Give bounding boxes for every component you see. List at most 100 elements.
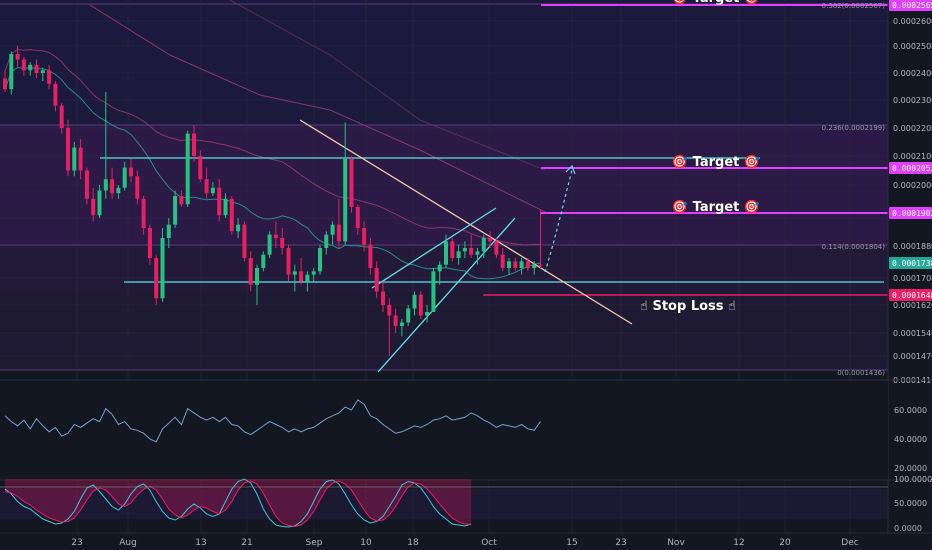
candle-body-65 (412, 294, 417, 309)
ma-300-line (229, 0, 546, 171)
candle-body-2 (15, 54, 20, 60)
ma-long-line (4, 49, 541, 246)
price-tag-bg-1 (889, 162, 932, 174)
candle-body-73 (462, 248, 467, 252)
rising-wedge-upper (371, 207, 497, 289)
price-tick-3: 0.0002300 (893, 96, 932, 105)
rsi-tick-0: 60.0000 (894, 406, 927, 415)
price-tick-6: 0.0002000 (893, 181, 932, 190)
candle-body-64 (406, 308, 411, 323)
candle-body-4 (28, 64, 33, 71)
candle-body-18 (116, 187, 121, 194)
candle-body-26 (166, 224, 171, 238)
candle-body-52 (330, 224, 335, 235)
candle-body-61 (387, 305, 392, 316)
candle-body-20 (129, 167, 133, 177)
candle-body-82 (519, 261, 524, 268)
fib-label-0382: 0.382(0.0002567) (822, 2, 886, 10)
candle-body-29 (185, 133, 190, 205)
trendlines (299, 119, 633, 373)
projection-arrowhead (565, 164, 576, 175)
ma-200-line (89, 4, 546, 213)
candle-body-12 (78, 147, 83, 171)
stoch-rsi-pane: 100.0000 50.0000 0.0000 (0, 475, 932, 533)
price-tick-5: 0.0002100 (893, 152, 932, 161)
date-tick-10: Nov (667, 538, 685, 548)
candle-body-16 (103, 179, 108, 191)
candle-body-45 (286, 248, 291, 275)
candle-body-51 (324, 234, 329, 248)
candle-body-54 (343, 158, 348, 242)
candle-body-38 (242, 224, 247, 258)
candle-body-78 (494, 241, 499, 255)
candle-body-58 (368, 244, 373, 268)
candle-body-19 (122, 167, 127, 188)
date-tick-13: Dec (841, 538, 858, 548)
date-axis[interactable]: 23 Aug 13 21 Sep 10 18 Oct 15 23 Nov 12 20 Dec (0, 532, 932, 550)
candle-body-57 (362, 228, 367, 245)
candle-body-48 (305, 274, 310, 282)
candle-body-68 (431, 271, 436, 312)
candle-body-34 (217, 187, 222, 216)
date-tick-4: Sep (306, 538, 323, 548)
stoch-d-line (4, 480, 472, 528)
candle-body-67 (425, 312, 430, 316)
candle-body-72 (456, 251, 461, 258)
candle-body-13 (84, 170, 89, 199)
candle-body-1 (9, 54, 14, 90)
candle-body-7 (47, 70, 52, 84)
target-label-2: 🎯 Target 🎯 (672, 154, 760, 170)
candle-body-70 (444, 241, 448, 265)
price-tag-bg-4 (889, 289, 932, 301)
candle-body-22 (141, 198, 146, 228)
fib-label-0236: 0.236(0.0002199) (822, 124, 886, 132)
rsi-pane: 60.0000 40.0000 20.0000 (0, 379, 932, 480)
rising-wedge-lower (377, 217, 516, 373)
candle-body-53 (336, 224, 341, 242)
candle-body-71 (450, 241, 455, 258)
candle-body-56 (355, 207, 360, 228)
candle-body-17 (110, 179, 115, 194)
candle-body-50 (318, 248, 322, 272)
price-tick-11: 0.0001470 (893, 352, 932, 361)
price-tick-0: 0.0002600 (893, 17, 932, 26)
candle-body-47 (299, 271, 304, 282)
date-tick-0: 23 (71, 538, 82, 548)
candle-body-6 (40, 70, 45, 73)
rsi-line (4, 399, 541, 443)
date-tick-9: 23 (615, 538, 626, 548)
rsi-tick-1: 40.0000 (894, 435, 927, 444)
price-tag-3: 0.0001738 (892, 259, 932, 268)
chart-annotations: 🎯 Target 🎯 🎯 Target 🎯 🎯 Target 🎯 ☝ Stop Los… (640, 0, 885, 377)
candle-body-11 (72, 147, 77, 171)
candle-body-79 (500, 254, 505, 268)
candle-body-60 (381, 291, 385, 305)
stop-loss-label: ☝ Stop Loss ☝ (640, 299, 736, 314)
date-tick-8: 15 (566, 538, 577, 548)
candle-body-24 (154, 258, 159, 299)
rsi-tick-2: 20.0000 (894, 464, 927, 473)
candle-body-41 (261, 254, 266, 268)
candle-body-28 (179, 196, 184, 205)
price-axis[interactable]: 0.00026000.00025000.00024000.00023000.00… (887, 0, 932, 550)
candle-body-36 (229, 198, 234, 232)
candle-body-33 (210, 187, 215, 194)
horizontal-levels (100, 4, 888, 296)
candle-body-15 (97, 190, 102, 216)
fib-zone-3 (0, 292, 888, 370)
price-tag-2: 0.0001903 (892, 209, 932, 218)
candle-body-69 (437, 264, 442, 272)
candle-body-76 (481, 238, 486, 252)
candle-body-63 (399, 322, 404, 326)
fib-label-0: 0(0.0001436) (837, 369, 885, 377)
candle-body-49 (311, 271, 316, 275)
fib-zone-0 (0, 0, 888, 125)
candle-body-35 (223, 198, 228, 216)
descending-trendline (299, 119, 633, 325)
price-tag-1: 0.0002053 (892, 164, 932, 173)
candle-body-55 (349, 158, 354, 207)
date-tick-11: 12 (733, 538, 744, 548)
candle-body-0 (3, 78, 7, 90)
candle-body-37 (236, 224, 241, 232)
